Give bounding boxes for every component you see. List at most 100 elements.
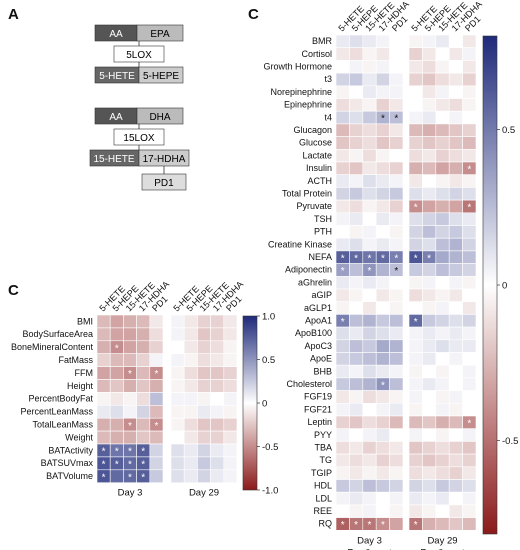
heatmap-cell xyxy=(335,174,350,188)
heatmap-cell xyxy=(210,469,225,483)
row-label: TGIP xyxy=(311,468,332,478)
heatmap-cell xyxy=(197,314,211,329)
heatmap-cell xyxy=(335,390,350,404)
column-group-sublabel: Pre & post xyxy=(347,547,392,550)
heatmap-cell xyxy=(462,225,477,239)
heatmap-cell xyxy=(448,402,463,417)
colorbar-tick-label: 0.5 xyxy=(262,355,275,366)
significance-marker: * xyxy=(154,369,158,380)
heatmap-cell xyxy=(448,123,463,137)
heatmap-cell xyxy=(435,390,450,404)
heatmap-cell xyxy=(170,392,185,406)
heatmap-cell xyxy=(408,60,423,74)
heatmap-cell xyxy=(149,314,164,329)
significance-marker: * xyxy=(467,418,471,429)
heatmap-cell xyxy=(408,110,423,125)
heatmap-cell xyxy=(448,212,463,226)
significance-marker: * xyxy=(154,421,158,432)
heatmap-cell xyxy=(183,417,198,432)
significance-marker: * xyxy=(115,459,119,470)
heatmap-cell xyxy=(362,72,377,87)
row-label: PercentLeanMass xyxy=(20,407,93,417)
heatmap-cell xyxy=(349,491,364,506)
heatmap-cell xyxy=(362,123,377,137)
heatmap-cell xyxy=(136,353,151,367)
colorbar xyxy=(242,315,258,491)
heatmap-cell xyxy=(109,353,124,367)
heatmap-cell xyxy=(349,390,364,404)
heatmap-cell xyxy=(335,402,350,417)
heatmap-cell xyxy=(422,301,437,315)
heatmap-cell xyxy=(362,441,377,455)
heatmap-cell xyxy=(435,352,450,366)
heatmap-cell xyxy=(210,379,225,393)
heatmap-cell xyxy=(389,390,404,404)
heatmap-cell xyxy=(408,174,423,188)
heatmap-cell xyxy=(362,479,377,493)
heatmap-cell xyxy=(375,149,390,163)
heatmap-cell xyxy=(349,288,364,302)
dha-label: DHA xyxy=(149,112,170,123)
heatmap-cell xyxy=(422,237,437,252)
heatmap-cell xyxy=(375,466,390,480)
row-label: FatMass xyxy=(58,355,93,365)
heatmap-cell xyxy=(448,237,463,252)
heatmap-cell xyxy=(335,377,350,391)
heatmap-cell xyxy=(197,404,211,419)
significance-marker: * xyxy=(394,253,398,264)
heatmap-cell xyxy=(462,352,477,366)
colorbar-tick-label: -0.5 xyxy=(262,442,278,453)
heatmap-cell xyxy=(223,469,238,483)
heatmap-cell xyxy=(197,469,211,483)
row-label: Epinephrine xyxy=(284,100,332,110)
heatmap-cell xyxy=(408,352,423,366)
heatmap-cell xyxy=(183,327,198,342)
heatmap-cell xyxy=(422,491,437,506)
heatmap-cell xyxy=(448,275,463,290)
significance-marker: * xyxy=(128,472,132,483)
heatmap-cell xyxy=(349,301,364,315)
heatmap-cell xyxy=(422,415,437,429)
heatmap-cell xyxy=(422,275,437,290)
heatmap-cell xyxy=(389,187,404,201)
heatmap-cell xyxy=(223,443,238,458)
heatmap-cell xyxy=(408,237,423,252)
panel-label-c-right: C xyxy=(248,6,259,23)
heatmap-cell xyxy=(389,174,404,188)
heatmap-cell xyxy=(349,504,364,518)
heatmap-cell xyxy=(96,340,111,354)
heatmap-cell xyxy=(123,353,137,367)
heatmap-cell xyxy=(349,98,364,112)
heatmap-cell xyxy=(448,301,463,315)
heatmap-cell xyxy=(136,392,151,406)
row-label: Cholesterol xyxy=(286,379,332,389)
heatmap-cell xyxy=(335,504,350,518)
heatmap-cell xyxy=(335,237,350,252)
heatmap-cell xyxy=(435,517,450,531)
heatmap-cell xyxy=(335,288,350,302)
heatmap-cell xyxy=(335,491,350,506)
heatmap-cell xyxy=(349,34,364,48)
heatmap-cell xyxy=(170,404,185,419)
heatmap-cell xyxy=(197,366,211,380)
heatmap-cell xyxy=(435,225,450,239)
heatmap-cell xyxy=(389,441,404,455)
heatmap-cell xyxy=(408,34,423,48)
heatmap-cell xyxy=(389,415,404,429)
heatmap-cell xyxy=(170,314,185,329)
heatmap-cell xyxy=(109,430,124,445)
heatmap-cell xyxy=(408,98,423,112)
heatmap-cell xyxy=(389,237,404,252)
heatmap-cell xyxy=(422,123,437,137)
heatmap-cell xyxy=(389,149,404,163)
heatmap-cell xyxy=(389,314,404,328)
heatmap-cell xyxy=(408,149,423,163)
heatmap-cell xyxy=(389,34,404,48)
heatmap-cell xyxy=(462,479,477,493)
heatmap-cell xyxy=(210,340,225,354)
heatmap-cell xyxy=(362,428,377,442)
heatmap-cell xyxy=(335,187,350,201)
heatmap-cell xyxy=(462,136,477,150)
heatmap-cell xyxy=(435,288,450,302)
pd1-label: PD1 xyxy=(154,178,174,189)
